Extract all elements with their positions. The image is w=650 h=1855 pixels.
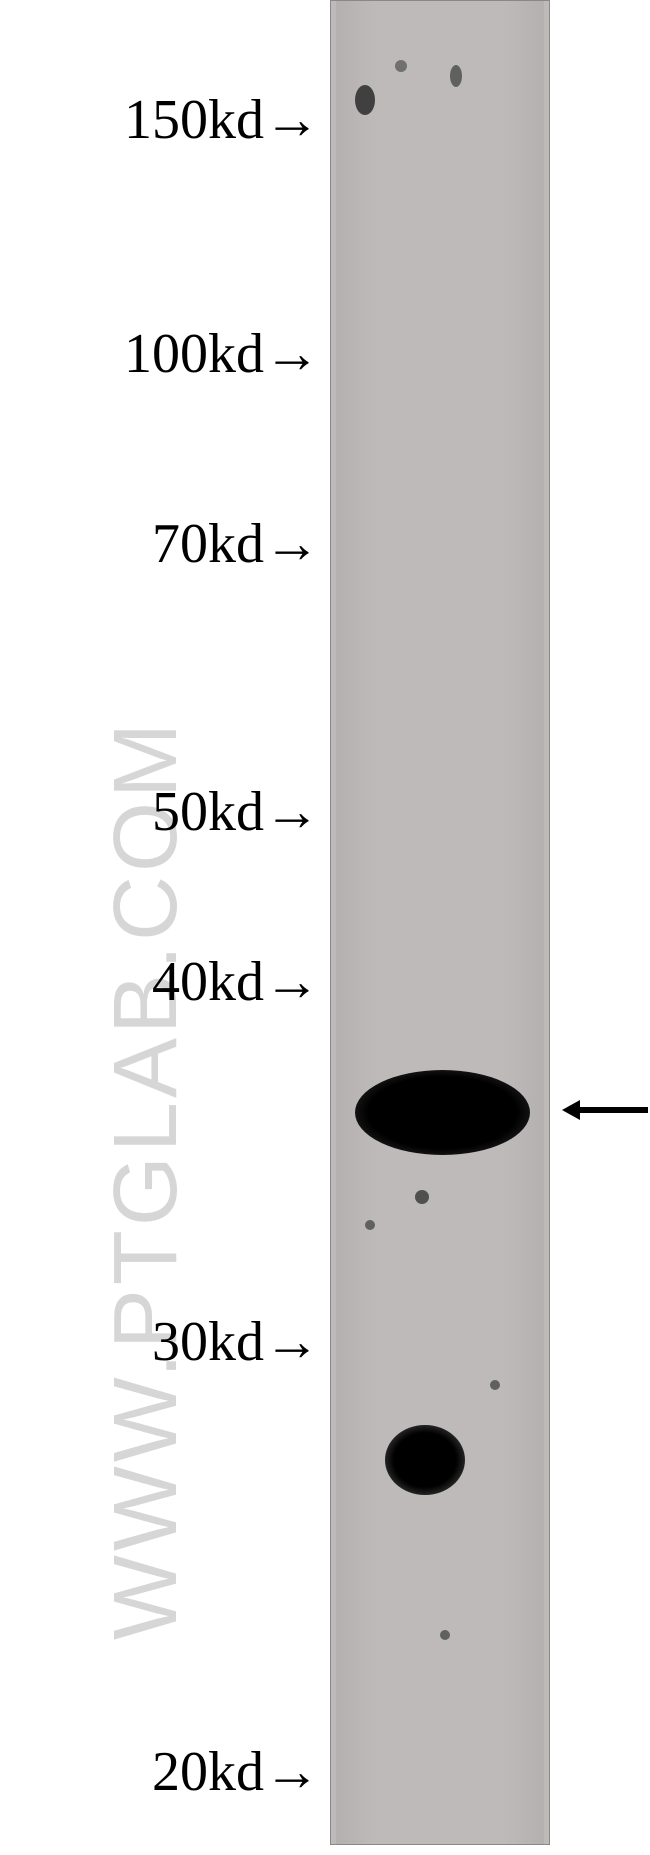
marker-70kd: 70kd→ bbox=[152, 512, 320, 576]
marker-30kd: 30kd→ bbox=[152, 1310, 320, 1374]
lane-noise bbox=[336, 1, 376, 1844]
marker-20kd: 20kd→ bbox=[152, 1740, 320, 1804]
lane-noise bbox=[504, 1, 544, 1844]
speck bbox=[450, 65, 462, 87]
band-indicator-arrow-icon bbox=[560, 1095, 650, 1125]
blot-lane bbox=[330, 0, 550, 1845]
band-main bbox=[355, 1070, 530, 1155]
band-secondary bbox=[385, 1425, 465, 1495]
speck bbox=[365, 1220, 375, 1230]
marker-40kd: 40kd→ bbox=[152, 950, 320, 1014]
speck bbox=[440, 1630, 450, 1640]
marker-50kd: 50kd→ bbox=[152, 780, 320, 844]
speck bbox=[490, 1380, 500, 1390]
marker-150kd: 150kd→ bbox=[124, 88, 320, 152]
marker-100kd: 100kd→ bbox=[124, 322, 320, 386]
speck bbox=[415, 1190, 429, 1204]
speck bbox=[395, 60, 407, 72]
speck bbox=[355, 85, 375, 115]
watermark-text: WWW.PTGLAB.COM bbox=[95, 719, 198, 1640]
